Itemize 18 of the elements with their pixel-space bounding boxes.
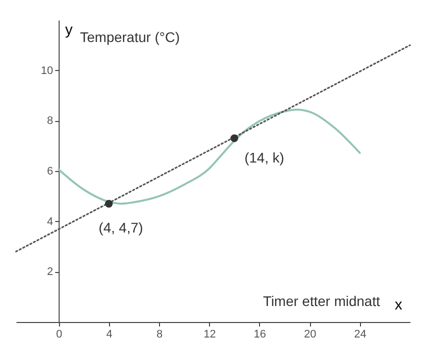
y-tick-label: 10: [40, 64, 54, 77]
x-tick-label: 8: [156, 328, 163, 340]
y-tick-label: 2: [47, 266, 54, 278]
annotation: Timer etter midnatt: [263, 293, 380, 309]
x-tick-label: 20: [304, 328, 316, 340]
y-axis-title: y: [65, 22, 74, 38]
x-tick-label: 0: [56, 328, 62, 340]
x-axis-title: x: [394, 296, 403, 314]
y-tick-label: 4: [47, 216, 54, 228]
x-tick-label: 16: [254, 328, 266, 340]
x-tick-label: 12: [204, 328, 216, 340]
y-tick-label: 6: [47, 166, 54, 178]
annotation: (4, 4,7): [98, 220, 144, 236]
y-tick-label: 8: [47, 115, 54, 128]
x-tick-label: 4: [106, 328, 112, 340]
x-tick-label: 24: [354, 328, 366, 340]
annotation: (14, k): [244, 149, 284, 166]
annotation: Temperatur (°C): [80, 29, 180, 45]
